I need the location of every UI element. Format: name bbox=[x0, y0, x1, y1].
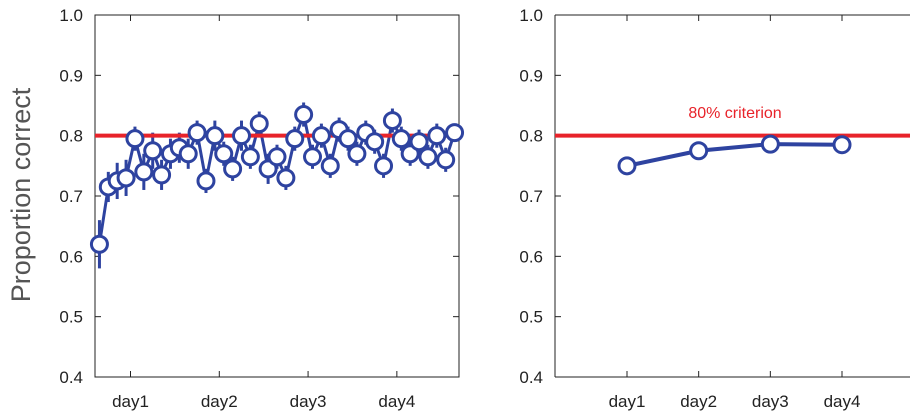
y-tick-label: 0.9 bbox=[519, 66, 543, 85]
data-point bbox=[231, 126, 251, 146]
plot-frame bbox=[94, 14, 460, 378]
x-tick-label: day1 bbox=[112, 392, 149, 411]
data-point bbox=[152, 165, 172, 185]
data-point bbox=[418, 147, 438, 167]
y-tick-label: 0.4 bbox=[59, 368, 83, 387]
y-tick-label: 0.5 bbox=[59, 308, 83, 327]
data-point bbox=[374, 156, 394, 176]
y-tick-label: 0.9 bbox=[59, 66, 83, 85]
x-tick-label: day1 bbox=[609, 392, 646, 411]
right-panel: 0.4 0.5 0.6 0.7 0.8 0.9 1.0 day1 day2 day3 day4 80%… bbox=[519, 6, 910, 411]
data-point bbox=[391, 129, 411, 149]
y-tick-label: 0.7 bbox=[59, 187, 83, 206]
data-point bbox=[338, 129, 358, 149]
data-point bbox=[382, 111, 402, 131]
data-point bbox=[427, 126, 447, 146]
data-point bbox=[240, 147, 260, 167]
data-point bbox=[214, 144, 234, 164]
y-axis-label: Proportion correct bbox=[6, 87, 36, 302]
x-tick-label: day4 bbox=[378, 392, 415, 411]
y-tick-label: 0.4 bbox=[519, 368, 543, 387]
data-point bbox=[832, 135, 852, 155]
data-point bbox=[205, 126, 225, 146]
y-tick-label: 0.6 bbox=[59, 247, 83, 266]
data-point bbox=[134, 162, 154, 182]
data-point bbox=[409, 132, 429, 152]
y-tick-label: 0.8 bbox=[59, 127, 83, 146]
data-point bbox=[178, 144, 198, 164]
data-point bbox=[276, 168, 296, 188]
data-point bbox=[311, 126, 331, 146]
x-tick-label: day4 bbox=[824, 392, 861, 411]
y-tick-label: 0.7 bbox=[519, 187, 543, 206]
data-point bbox=[187, 123, 207, 143]
data-point bbox=[303, 147, 323, 167]
data-point bbox=[125, 129, 145, 149]
x-tick-label: day2 bbox=[680, 392, 717, 411]
x-tick-label: day2 bbox=[201, 392, 238, 411]
data-point bbox=[267, 147, 287, 167]
y-tick-label: 0.6 bbox=[519, 247, 543, 266]
y-tick-label: 0.5 bbox=[519, 308, 543, 327]
data-point bbox=[617, 156, 637, 176]
data-point bbox=[89, 234, 109, 254]
data-point bbox=[436, 150, 456, 170]
y-tick-label: 1.0 bbox=[519, 6, 543, 25]
data-point bbox=[285, 129, 305, 149]
y-tick-label: 0.8 bbox=[519, 127, 543, 146]
data-point bbox=[689, 141, 709, 161]
data-point bbox=[760, 134, 780, 154]
criterion-label: 80% criterion bbox=[688, 105, 781, 122]
left-panel: Proportion correct 0.4 0.5 0.6 0.7 0.8 0.9 1.0… bbox=[6, 6, 465, 411]
data-point bbox=[116, 168, 136, 188]
y-tick-label: 1.0 bbox=[59, 6, 83, 25]
data-point bbox=[365, 132, 385, 152]
data-point bbox=[320, 156, 340, 176]
data-point bbox=[294, 105, 314, 125]
data-point bbox=[347, 144, 367, 164]
x-tick-label: day3 bbox=[752, 392, 789, 411]
data-point bbox=[143, 141, 163, 161]
data-point bbox=[196, 171, 216, 191]
data-point bbox=[445, 123, 465, 143]
x-tick-label: day3 bbox=[290, 392, 327, 411]
data-point bbox=[249, 114, 269, 134]
data-point bbox=[223, 159, 243, 179]
series-line bbox=[626, 142, 843, 168]
